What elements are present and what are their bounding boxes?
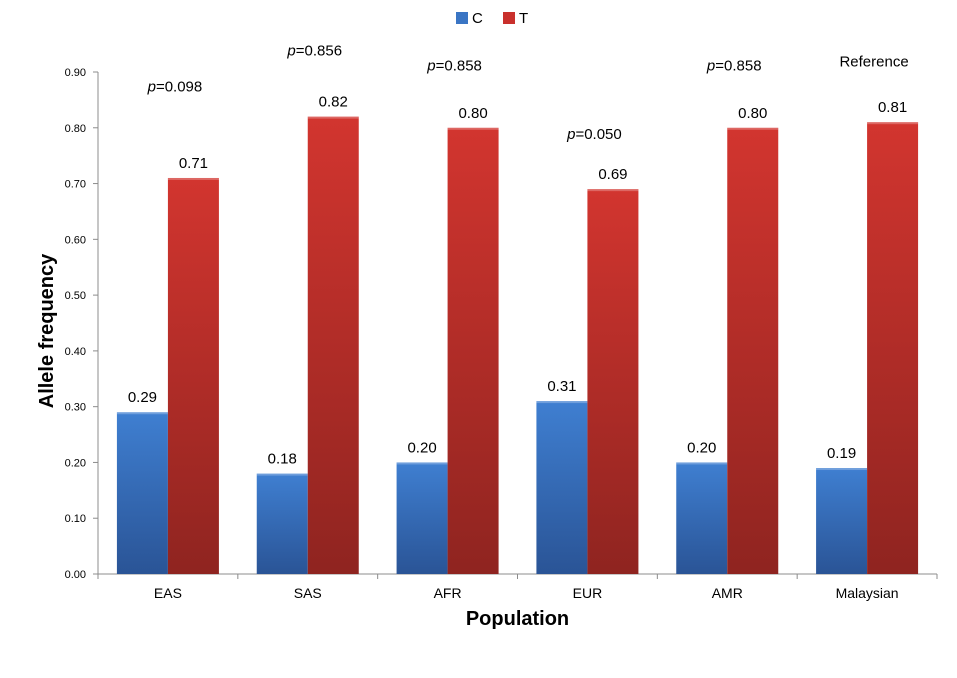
p-value-text: =0.098: [156, 79, 202, 96]
bars: [116, 116, 919, 575]
p-value-annotation: p=0.050: [566, 126, 622, 143]
p-value-text: =0.050: [575, 126, 621, 143]
data-label-c: 0.29: [128, 389, 157, 406]
bar-c: [396, 462, 448, 574]
y-axis-title: Allele frequency: [36, 253, 58, 408]
bar-highlight: [396, 462, 448, 465]
legend-label-t: T: [519, 10, 528, 27]
bar-highlight: [727, 127, 779, 130]
p-value-annotation: Reference: [839, 53, 908, 70]
data-labels: 0.29 0.18 0.20 0.31 0.20 0.19 0.71 0.82 0.80 0.69…: [128, 94, 907, 468]
axes: 0.00 0.10 0.20 0.30 0.40 0.50 0.60 0.70 0.80 0.90…: [65, 67, 938, 601]
bar-t: [727, 127, 779, 575]
p-symbol: p: [286, 42, 295, 59]
bar-c: [816, 468, 868, 574]
data-label-c: 0.20: [687, 439, 716, 456]
bar-highlight: [116, 412, 168, 415]
bar-highlight: [676, 462, 728, 465]
bar-c: [676, 462, 728, 574]
legend-swatch-c: [456, 12, 468, 24]
legend-label-c: C: [472, 10, 483, 27]
data-label-c: 0.31: [547, 378, 576, 395]
data-label-c: 0.20: [407, 439, 436, 456]
x-tick-label: AMR: [712, 585, 743, 601]
bar-highlight: [536, 401, 588, 404]
y-tick-label: 0.50: [65, 290, 86, 302]
y-tick-label: 0.80: [65, 123, 86, 135]
y-tick-label: 0.90: [65, 67, 86, 79]
legend-swatch-t: [503, 12, 515, 24]
data-label-c: 0.18: [268, 451, 297, 468]
data-label-t: 0.80: [458, 105, 487, 122]
p-value-text: =0.858: [436, 57, 482, 74]
y-tick-label: 0.00: [65, 569, 86, 581]
data-label-t: 0.80: [738, 105, 767, 122]
p-value-annotation: p=0.858: [706, 57, 762, 74]
p-value-annotation: p=0.856: [286, 42, 342, 59]
p-value-annotation: p=0.098: [147, 79, 203, 96]
y-tick-label: 0.60: [65, 234, 86, 246]
bar-t: [867, 122, 919, 574]
p-symbol: p: [566, 126, 575, 143]
bar-c: [116, 412, 168, 574]
bar-highlight: [307, 116, 359, 119]
data-label-t: 0.69: [598, 166, 627, 183]
x-tick-label: EUR: [573, 585, 603, 601]
bar-t: [307, 116, 359, 574]
p-symbol: p: [706, 57, 715, 74]
bar-c: [536, 401, 588, 574]
bar-highlight: [256, 473, 308, 476]
bar-highlight: [587, 189, 639, 192]
x-axis-title: Population: [466, 608, 569, 630]
p-symbol: p: [147, 79, 156, 96]
y-tick-label: 0.30: [65, 402, 86, 414]
y-tick-label: 0.10: [65, 513, 86, 525]
bar-c: [256, 473, 308, 574]
data-label-t: 0.81: [878, 99, 907, 116]
bar-highlight: [867, 122, 919, 125]
bar-highlight: [816, 468, 868, 471]
x-tick-label: SAS: [294, 585, 322, 601]
p-value-annotation: p=0.858: [426, 57, 482, 74]
bar-t: [447, 127, 499, 575]
p-value-text: Reference: [839, 53, 908, 70]
data-label-c: 0.19: [827, 445, 856, 462]
p-value-text: =0.856: [296, 42, 342, 59]
x-tick-label: Malaysian: [836, 585, 899, 601]
bar-highlight: [167, 177, 219, 180]
bar-t: [167, 177, 219, 574]
x-tick-label: AFR: [434, 585, 462, 601]
y-tick-label: 0.70: [65, 179, 86, 191]
p-symbol: p: [426, 57, 435, 74]
p-value-text: =0.858: [715, 57, 761, 74]
data-label-t: 0.82: [319, 94, 348, 111]
bar-highlight: [447, 127, 499, 130]
y-tick-label: 0.20: [65, 457, 86, 469]
data-label-t: 0.71: [179, 155, 208, 172]
y-tick-label: 0.40: [65, 346, 86, 358]
x-tick-label: EAS: [154, 585, 182, 601]
bar-t: [587, 189, 639, 574]
